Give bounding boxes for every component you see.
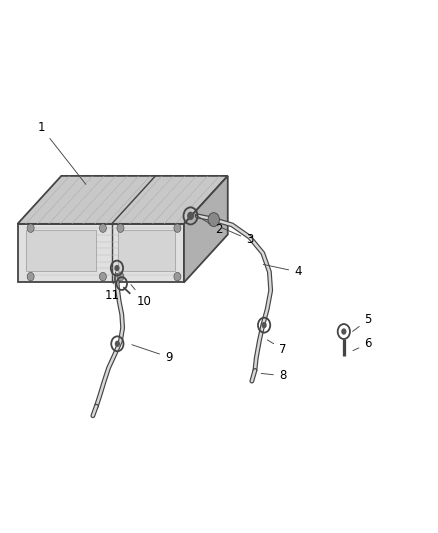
Polygon shape (26, 230, 96, 271)
Circle shape (208, 213, 219, 227)
Circle shape (174, 272, 181, 281)
Circle shape (115, 341, 120, 347)
Circle shape (99, 224, 106, 232)
Text: 2: 2 (195, 215, 223, 236)
Circle shape (117, 224, 124, 232)
Circle shape (117, 272, 124, 281)
Polygon shape (184, 176, 228, 282)
Text: 11: 11 (104, 272, 119, 302)
Circle shape (341, 328, 346, 335)
Circle shape (187, 212, 194, 220)
Text: 1: 1 (38, 122, 86, 184)
Circle shape (174, 224, 181, 232)
Text: 5: 5 (353, 313, 371, 332)
Circle shape (114, 265, 120, 271)
Text: 8: 8 (261, 369, 286, 382)
Text: 7: 7 (267, 340, 286, 356)
Circle shape (27, 224, 34, 232)
Circle shape (99, 272, 106, 281)
Text: 6: 6 (353, 337, 372, 351)
Polygon shape (18, 224, 184, 282)
Polygon shape (118, 230, 175, 271)
Text: 9: 9 (132, 345, 173, 364)
Circle shape (261, 322, 267, 328)
Text: 10: 10 (131, 285, 152, 308)
Polygon shape (18, 176, 228, 224)
Circle shape (27, 272, 34, 281)
Text: 3: 3 (222, 228, 253, 246)
Text: 4: 4 (263, 264, 302, 278)
